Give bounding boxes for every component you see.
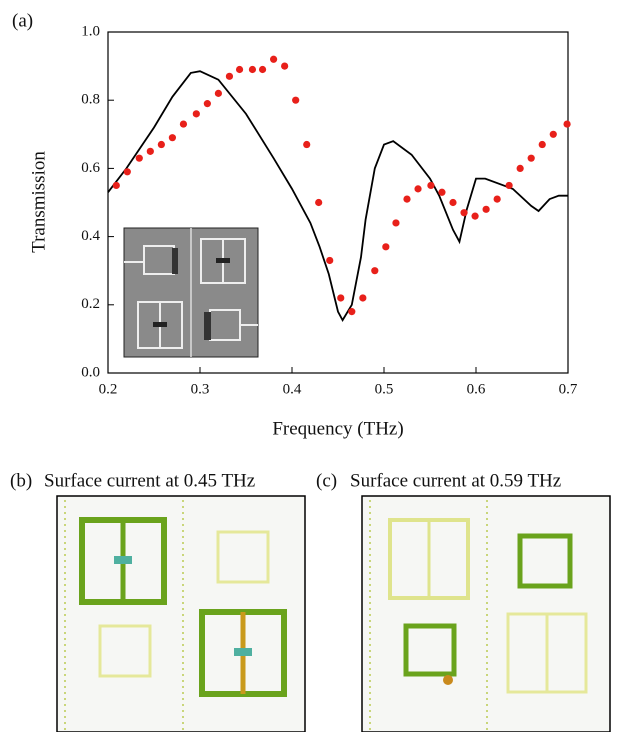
x-tick-label: 0.5 bbox=[375, 381, 394, 397]
data-point bbox=[382, 243, 390, 251]
data-point bbox=[192, 110, 200, 118]
panel-caption: Surface current at 0.45 THz bbox=[44, 470, 255, 491]
data-point bbox=[516, 164, 524, 172]
plot-frame bbox=[107, 31, 569, 374]
data-point bbox=[235, 65, 244, 74]
current-map bbox=[56, 495, 306, 732]
data-point bbox=[337, 294, 345, 302]
y-axis-label: Transmission bbox=[28, 151, 49, 253]
x-axis-label: Frequency (THz) bbox=[272, 418, 403, 439]
panel-label: (a) bbox=[12, 10, 33, 31]
data-point bbox=[471, 212, 479, 220]
panel-caption: Surface current at 0.59 THz bbox=[350, 470, 561, 491]
data-point bbox=[135, 154, 143, 162]
data-point bbox=[292, 96, 300, 104]
data-point bbox=[427, 181, 435, 190]
data-point bbox=[146, 147, 154, 155]
panel-label: (b) bbox=[10, 470, 32, 491]
y-tick-label: 1.0 bbox=[81, 23, 100, 39]
data-point bbox=[203, 100, 211, 108]
data-point bbox=[112, 181, 120, 190]
data-point bbox=[538, 140, 546, 149]
y-tick-label: 0.0 bbox=[81, 364, 100, 380]
data-line bbox=[107, 70, 568, 322]
data-point bbox=[414, 185, 422, 193]
x-tick-label: 0.2 bbox=[99, 381, 118, 397]
data-point bbox=[214, 89, 222, 97]
data-point bbox=[168, 134, 176, 142]
data-point bbox=[157, 140, 165, 149]
y-tick-label: 0.4 bbox=[81, 228, 100, 244]
data-point bbox=[315, 198, 323, 207]
data-point bbox=[371, 267, 379, 275]
inset-image bbox=[123, 227, 259, 358]
current-map bbox=[361, 495, 611, 732]
x-tick-label: 0.4 bbox=[283, 381, 302, 397]
data-point bbox=[225, 72, 234, 80]
data-point bbox=[248, 65, 257, 74]
data-point bbox=[303, 140, 311, 149]
data-point bbox=[270, 55, 278, 63]
data-point bbox=[549, 130, 557, 138]
y-tick-label: 0.6 bbox=[81, 160, 100, 176]
data-point bbox=[258, 65, 267, 74]
x-tick-label: 0.7 bbox=[559, 381, 578, 397]
data-point bbox=[563, 120, 571, 128]
x-tick-label: 0.3 bbox=[191, 381, 210, 397]
data-point bbox=[348, 308, 356, 316]
y-tick-label: 0.8 bbox=[81, 92, 100, 108]
data-point bbox=[505, 181, 513, 190]
data-point bbox=[460, 209, 468, 217]
data-point bbox=[392, 219, 400, 227]
panel-label: (c) bbox=[316, 470, 337, 491]
data-point bbox=[527, 154, 535, 162]
data-point bbox=[123, 168, 131, 176]
data-point bbox=[403, 195, 411, 203]
data-point bbox=[482, 205, 490, 213]
data-point bbox=[493, 195, 501, 203]
y-tick-label: 0.2 bbox=[81, 296, 100, 312]
x-tick-label: 0.6 bbox=[467, 381, 486, 397]
data-point bbox=[281, 62, 289, 70]
data-point bbox=[179, 120, 188, 128]
data-point bbox=[449, 198, 457, 207]
marks: 0.2 0.3 0.4 0.5 0.6 0.70.00.20.40.60.81.0 bbox=[81, 23, 578, 397]
data-point bbox=[326, 256, 334, 265]
data-point bbox=[359, 294, 367, 302]
data-point bbox=[438, 188, 446, 196]
